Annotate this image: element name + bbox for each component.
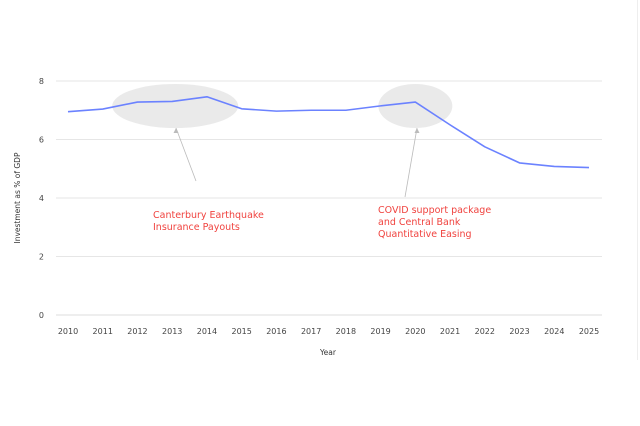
- annotation-arrow: [175, 127, 197, 182]
- x-tick-label: 2010: [58, 327, 78, 336]
- x-tick-label: 2017: [301, 327, 321, 336]
- x-tick-label: 2021: [440, 327, 460, 336]
- x-tick-label: 2012: [127, 327, 147, 336]
- annotation-text: Insurance Payouts: [153, 222, 240, 233]
- x-tick-label: 2016: [266, 327, 286, 336]
- frame-edge: [637, 0, 638, 360]
- x-axis-label: Year: [319, 348, 337, 357]
- annotation-text: COVID support package: [378, 205, 491, 216]
- x-tick-label: 2024: [544, 327, 564, 336]
- x-tick-label: 2023: [509, 327, 529, 336]
- x-tick-label: 2015: [231, 327, 251, 336]
- y-tick-label: 0: [39, 311, 44, 320]
- arrowhead-icon: [414, 128, 420, 133]
- annotation-text: Canterbury Earthquake: [153, 210, 264, 221]
- y-tick-label: 2: [39, 253, 44, 262]
- y-tick-labels: 0 2 4 6 8: [39, 77, 44, 320]
- x-tick-label: 2022: [475, 327, 495, 336]
- y-axis-label: Investment as % of GDP: [13, 152, 22, 243]
- arrowhead-icon: [173, 128, 179, 133]
- x-tick-label: 2025: [579, 327, 599, 336]
- x-tick-label: 2020: [405, 327, 425, 336]
- x-tick-labels: 2010 2011 2012 2013 2014 2015 2016 2017 2018 2019…: [58, 327, 599, 336]
- series-line: [67, 95, 590, 169]
- annotation-arrow: [404, 127, 418, 198]
- annotation-text: and Central Bank: [378, 217, 461, 228]
- series-lines: [67, 95, 590, 169]
- x-tick-label: 2019: [370, 327, 390, 336]
- x-tick-label: 2013: [162, 327, 182, 336]
- y-tick-label: 4: [39, 194, 44, 203]
- x-tick-label: 2018: [336, 327, 356, 336]
- x-tick-label: 2011: [93, 327, 113, 336]
- highlight-ellipse: [112, 84, 239, 128]
- x-tick-label: 2014: [197, 327, 217, 336]
- highlight-ellipse: [378, 84, 453, 128]
- y-tick-label: 6: [39, 136, 44, 145]
- y-tick-label: 8: [39, 77, 44, 86]
- annotation-text: Quantitative Easing: [378, 229, 472, 240]
- annotation-highlights: [112, 84, 453, 128]
- gridlines: [56, 80, 602, 316]
